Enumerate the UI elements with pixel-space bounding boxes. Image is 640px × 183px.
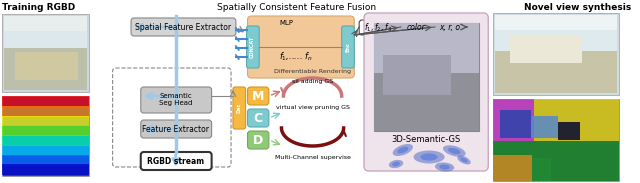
FancyBboxPatch shape [248, 16, 355, 78]
Bar [493, 99, 534, 141]
Bar [500, 110, 531, 138]
Text: x, r, o: x, r, o [439, 23, 460, 32]
Bar [547, 141, 620, 181]
FancyBboxPatch shape [141, 152, 212, 170]
FancyBboxPatch shape [401, 20, 432, 35]
Bar [4, 16, 88, 48]
Bar [2, 14, 90, 92]
FancyBboxPatch shape [364, 13, 488, 171]
Text: 3D-Semantic-GS: 3D-Semantic-GS [392, 135, 461, 145]
Text: Dec: Dec [236, 103, 241, 113]
Text: $f_1$,..... $f_n$: $f_1$,..... $f_n$ [279, 51, 313, 63]
Bar [495, 51, 618, 93]
Text: Novel view synthesis: Novel view synthesis [524, 3, 631, 12]
Text: Differentiable Rendering: Differentiable Rendering [274, 70, 351, 74]
Bar [2, 164, 90, 175]
FancyBboxPatch shape [342, 26, 355, 68]
Bar [531, 116, 558, 138]
Bar [493, 13, 620, 95]
Ellipse shape [389, 160, 403, 168]
FancyBboxPatch shape [435, 20, 464, 35]
Text: RGBD stream: RGBD stream [147, 156, 204, 165]
Bar [493, 141, 547, 181]
Bar [2, 106, 90, 117]
Bar [577, 99, 620, 141]
Text: virtual view pruning GS: virtual view pruning GS [276, 106, 349, 111]
Ellipse shape [457, 156, 471, 165]
Ellipse shape [443, 145, 466, 157]
Text: Semantic
Seg Head: Semantic Seg Head [159, 94, 193, 107]
Bar [534, 99, 577, 141]
Text: MLP: MLP [279, 20, 293, 26]
Bar [2, 154, 90, 165]
Bar [383, 55, 451, 95]
Ellipse shape [413, 150, 445, 163]
Bar [532, 158, 551, 181]
Bar [374, 23, 479, 73]
Bar [2, 145, 90, 156]
Bar [2, 96, 90, 176]
Text: sil adding GS: sil adding GS [292, 79, 333, 85]
Bar [493, 99, 620, 181]
Text: M: M [252, 89, 264, 102]
Text: D: D [253, 134, 263, 147]
Bar [495, 15, 618, 30]
FancyBboxPatch shape [131, 18, 236, 36]
Bar [2, 115, 90, 126]
FancyBboxPatch shape [359, 20, 398, 35]
FancyBboxPatch shape [141, 120, 212, 138]
Ellipse shape [420, 153, 438, 160]
Bar [509, 35, 582, 63]
FancyBboxPatch shape [233, 87, 246, 129]
FancyBboxPatch shape [248, 87, 269, 105]
Text: C: C [253, 111, 263, 124]
FancyBboxPatch shape [141, 87, 212, 113]
Ellipse shape [435, 163, 454, 172]
Bar [4, 48, 88, 90]
Bar [558, 122, 579, 140]
Ellipse shape [460, 158, 468, 163]
Bar [4, 16, 88, 31]
Text: Multi-Channel supervise: Multi-Channel supervise [275, 154, 351, 160]
Ellipse shape [393, 144, 413, 156]
Text: Spatial Feature Extractor: Spatial Feature Extractor [136, 23, 232, 31]
Text: color: color [407, 23, 426, 32]
Ellipse shape [439, 165, 450, 169]
Text: CONCAT: CONCAT [250, 36, 255, 58]
Bar [495, 15, 618, 51]
FancyBboxPatch shape [248, 131, 269, 149]
Text: $f_1, f_2, f_3$: $f_1, f_2, f_3$ [365, 21, 393, 34]
Bar [493, 155, 532, 181]
Bar [15, 52, 77, 80]
Text: Training RGBD: Training RGBD [2, 3, 75, 12]
Ellipse shape [392, 162, 400, 166]
Ellipse shape [397, 147, 408, 153]
FancyBboxPatch shape [246, 26, 259, 68]
Bar [2, 96, 90, 107]
Bar [374, 23, 479, 131]
Bar [374, 73, 479, 131]
Text: Enc: Enc [345, 42, 350, 52]
Bar [2, 135, 90, 146]
Text: Feature Extractor: Feature Extractor [142, 124, 209, 134]
Text: Spatially Consistent Feature Fusion: Spatially Consistent Feature Fusion [216, 3, 376, 12]
Ellipse shape [448, 148, 461, 154]
FancyBboxPatch shape [248, 109, 269, 127]
Bar [2, 125, 90, 136]
